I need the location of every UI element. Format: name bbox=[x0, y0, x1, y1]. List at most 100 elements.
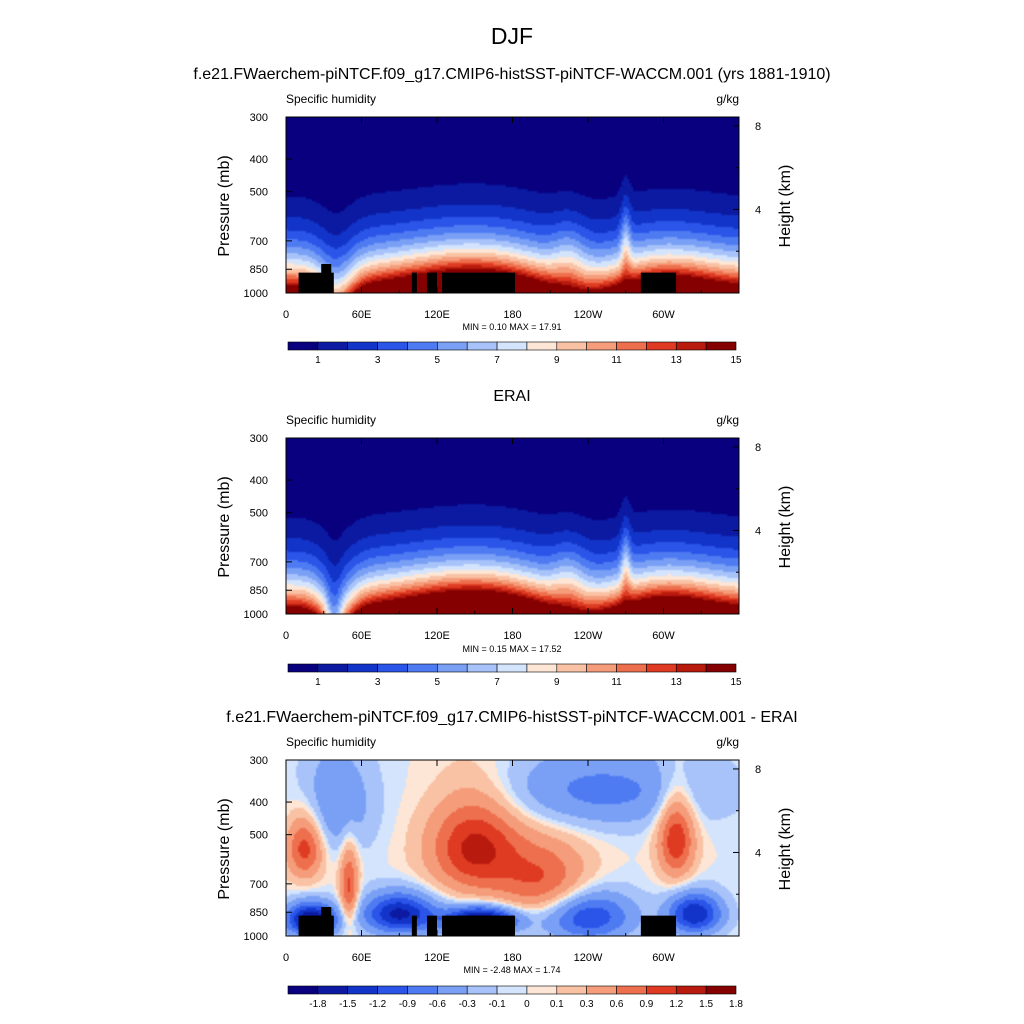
colorbar-box bbox=[526, 341, 558, 351]
colorbar-tick-label: 3 bbox=[375, 677, 381, 688]
panel-1-y2-axis-title: Height (km) bbox=[777, 165, 794, 248]
y2-tick-label: 4 bbox=[755, 847, 761, 859]
colorbar-box bbox=[377, 663, 408, 673]
x-tick-label: 120E bbox=[424, 952, 450, 964]
y2-tick-label: 4 bbox=[755, 204, 761, 216]
x-tick-label: 120W bbox=[574, 630, 603, 642]
colorbar-box bbox=[317, 985, 349, 995]
colorbar-box bbox=[556, 341, 587, 351]
panel-3-title: f.e21.FWaerchem-piNTCF.f09_g17.CMIP6-his… bbox=[226, 709, 797, 726]
panel-2-colorbar: 1 3 5 7 9 11 13 15 bbox=[287, 663, 742, 688]
colorbar-tick-label: 1 bbox=[315, 677, 321, 688]
colorbar-box bbox=[437, 341, 468, 351]
colorbar-box bbox=[646, 985, 677, 995]
colorbar-tick-label: -0.1 bbox=[488, 999, 506, 1010]
colorbar-tick-label: -0.6 bbox=[429, 999, 447, 1010]
colorbar-box bbox=[705, 985, 737, 995]
topography-mask bbox=[411, 915, 417, 936]
colorbar-tick-label: -1.5 bbox=[339, 999, 357, 1010]
colorbar-box bbox=[646, 341, 677, 351]
x-tick-label: 120E bbox=[424, 309, 450, 321]
y-tick-label: 500 bbox=[250, 187, 268, 199]
y-tick-label: 850 bbox=[250, 907, 268, 919]
colorbar-box bbox=[377, 341, 408, 351]
colorbar-tick-label: 7 bbox=[494, 355, 500, 366]
colorbar-box bbox=[287, 341, 319, 351]
panel-2-units-label: g/kg bbox=[716, 413, 739, 427]
colorbar-box bbox=[705, 663, 737, 673]
colorbar-tick-label: 13 bbox=[671, 677, 683, 688]
x-tick-label: 60W bbox=[652, 952, 675, 964]
colorbar-box bbox=[556, 985, 587, 995]
field-raster bbox=[286, 117, 739, 293]
colorbar-tick-label: 5 bbox=[435, 677, 441, 688]
colorbar-box bbox=[407, 985, 438, 995]
panel-3-units-label: g/kg bbox=[716, 735, 739, 749]
x-tick-label: 60E bbox=[352, 309, 372, 321]
colorbar-box bbox=[377, 985, 408, 995]
y-tick-label: 300 bbox=[250, 112, 268, 124]
colorbar-tick-label: 0.6 bbox=[610, 999, 624, 1010]
x-tick-label: 120W bbox=[574, 309, 603, 321]
colorbar-box bbox=[347, 341, 378, 351]
y-tick-label: 500 bbox=[250, 508, 268, 520]
colorbar-box bbox=[287, 663, 319, 673]
y2-tick-label: 8 bbox=[755, 442, 761, 454]
colorbar-tick-label: 9 bbox=[554, 355, 560, 366]
colorbar-tick-label: -0.3 bbox=[459, 999, 477, 1010]
x-tick-label: 0 bbox=[283, 630, 289, 642]
x-tick-label: 180 bbox=[503, 309, 521, 321]
y-tick-label: 400 bbox=[250, 154, 268, 166]
topography-mask bbox=[640, 272, 677, 293]
y-tick-label: 850 bbox=[250, 585, 268, 597]
colorbar-tick-label: 0.9 bbox=[639, 999, 653, 1010]
y-tick-label: 1000 bbox=[244, 288, 268, 300]
colorbar-tick-label: 1.2 bbox=[669, 999, 683, 1010]
panel-2-y-axis-title: Pressure (mb) bbox=[216, 476, 233, 577]
colorbar-tick-label: -1.8 bbox=[309, 999, 327, 1010]
panel-2-variable-label: Specific humidity bbox=[286, 413, 376, 427]
colorbar-box bbox=[526, 663, 558, 673]
y2-tick-label: 8 bbox=[755, 121, 761, 133]
colorbar-tick-label: 11 bbox=[611, 355, 622, 366]
colorbar-box bbox=[437, 663, 468, 673]
y-tick-label: 400 bbox=[250, 475, 268, 487]
colorbar-box bbox=[705, 341, 737, 351]
y-tick-label: 500 bbox=[250, 830, 268, 842]
y2-tick-label: 4 bbox=[755, 525, 761, 537]
colorbar-tick-label: 7 bbox=[494, 677, 500, 688]
colorbar-tick-label: 0 bbox=[524, 999, 530, 1010]
panel-1-units-label: g/kg bbox=[716, 92, 739, 106]
topography-mask bbox=[640, 915, 677, 936]
panel-3-y2-axis-title: Height (km) bbox=[777, 808, 794, 891]
panel-1-colorbar: 1 3 5 7 9 11 13 15 bbox=[287, 341, 742, 366]
colorbar-box bbox=[466, 341, 498, 351]
colorbar-tick-label: 15 bbox=[730, 355, 742, 366]
colorbar-tick-label: 1 bbox=[315, 355, 321, 366]
panel-2-title: ERAI bbox=[493, 388, 530, 405]
colorbar-tick-label: -1.2 bbox=[369, 999, 387, 1010]
panel-1-variable-label: Specific humidity bbox=[286, 92, 376, 106]
panel-2-y2-axis-title: Height (km) bbox=[777, 486, 794, 569]
colorbar-box bbox=[526, 985, 558, 995]
panel-1-plot: 0 60E 120E 180 120W 60W 300 400 500 700 850 1000 8 4 bbox=[244, 112, 762, 321]
y-tick-label: 700 bbox=[250, 879, 268, 891]
x-tick-label: 180 bbox=[503, 952, 521, 964]
y-tick-label: 700 bbox=[250, 557, 268, 569]
colorbar-box bbox=[675, 663, 707, 673]
panel-3-variable-label: Specific humidity bbox=[286, 735, 376, 749]
colorbar-tick-label: 3 bbox=[375, 355, 381, 366]
colorbar-box bbox=[675, 341, 707, 351]
panel-2-min-max: MIN = 0.15 MAX = 17.52 bbox=[462, 644, 561, 654]
topography-mask bbox=[321, 906, 332, 936]
topography-mask bbox=[321, 263, 332, 293]
colorbar-box bbox=[646, 663, 677, 673]
colorbar-box bbox=[437, 985, 468, 995]
x-tick-label: 60W bbox=[652, 630, 675, 642]
topography-mask bbox=[411, 272, 417, 293]
y-tick-label: 850 bbox=[250, 264, 268, 276]
colorbar-box bbox=[586, 985, 617, 995]
colorbar-box bbox=[317, 663, 349, 673]
panel-1-y-axis-title: Pressure (mb) bbox=[216, 155, 233, 256]
field-raster bbox=[286, 438, 739, 614]
